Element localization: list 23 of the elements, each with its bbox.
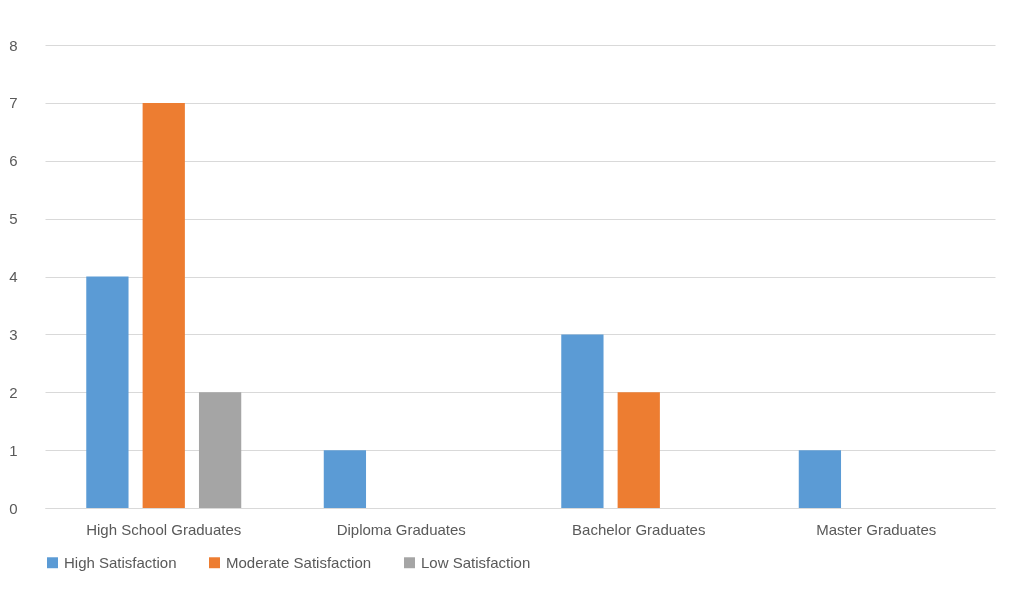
x-tick-label: Bachelor Graduates [572,520,706,538]
y-tick-label: 0 [9,499,18,517]
y-tick-label: 1 [9,441,18,459]
bar [142,102,185,508]
y-tick-label: 3 [9,325,18,343]
bar [198,392,242,508]
legend-label: High Satisfaction [64,553,177,571]
x-tick-label: High School Graduates [86,520,242,538]
x-tick-label: Diploma Graduates [336,520,466,538]
y-tick-label: 8 [9,36,18,54]
bar [617,392,660,508]
y-tick-label: 4 [9,268,18,285]
x-tick-label: Master Graduates [816,520,937,538]
y-tick-label: 5 [9,210,18,228]
bar [86,276,129,508]
bar [323,450,367,508]
y-tick-label: 2 [9,383,18,401]
y-tick-label: 7 [9,94,18,112]
bar [561,334,604,508]
bar [798,450,842,508]
y-tick-label: 6 [9,152,18,170]
legend-label: Low Satisfaction [421,553,531,571]
legend-label: Moderate Satisfaction [226,553,372,571]
